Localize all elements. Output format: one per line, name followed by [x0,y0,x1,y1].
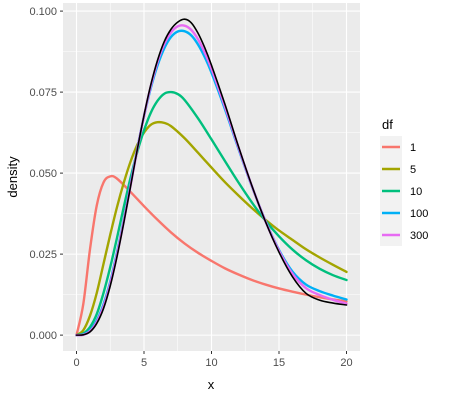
x-tick-label: 0 [73,357,79,369]
y-axis-title: density [5,156,20,198]
series-line-df-10 [75,90,348,337]
x-tick-label: 10 [205,357,217,369]
y-tick-label: 0.075 [29,87,57,99]
x-tick-label: 5 [141,357,147,369]
series-lines [75,18,348,337]
legend-label-df-5: 5 [410,164,416,176]
x-tick-label: 15 [273,357,285,369]
legend-label-df-10: 10 [410,186,422,198]
legend-label-df-100: 100 [410,208,428,220]
x-axis-title: x [208,377,215,392]
major-grid [63,3,360,351]
legend: df 1 5 10 100 300 [380,117,428,246]
reference-density-line [75,18,348,336]
legend-title: df [382,117,393,132]
y-tick-label: 0.050 [29,168,57,180]
legend-label-df-300: 300 [410,230,428,242]
y-axis: 0.000 0.025 0.050 0.075 0.100 [29,6,63,342]
y-tick-label: 0.000 [29,330,57,342]
y-tick-label: 0.100 [29,6,57,18]
x-axis: 0 5 10 15 20 [73,351,353,369]
x-tick-label: 20 [340,357,352,369]
series-line-df-5 [75,120,348,337]
series-line-df-1 [75,174,348,337]
y-tick-label: 0.025 [29,249,57,261]
legend-label-df-1: 1 [410,142,416,154]
